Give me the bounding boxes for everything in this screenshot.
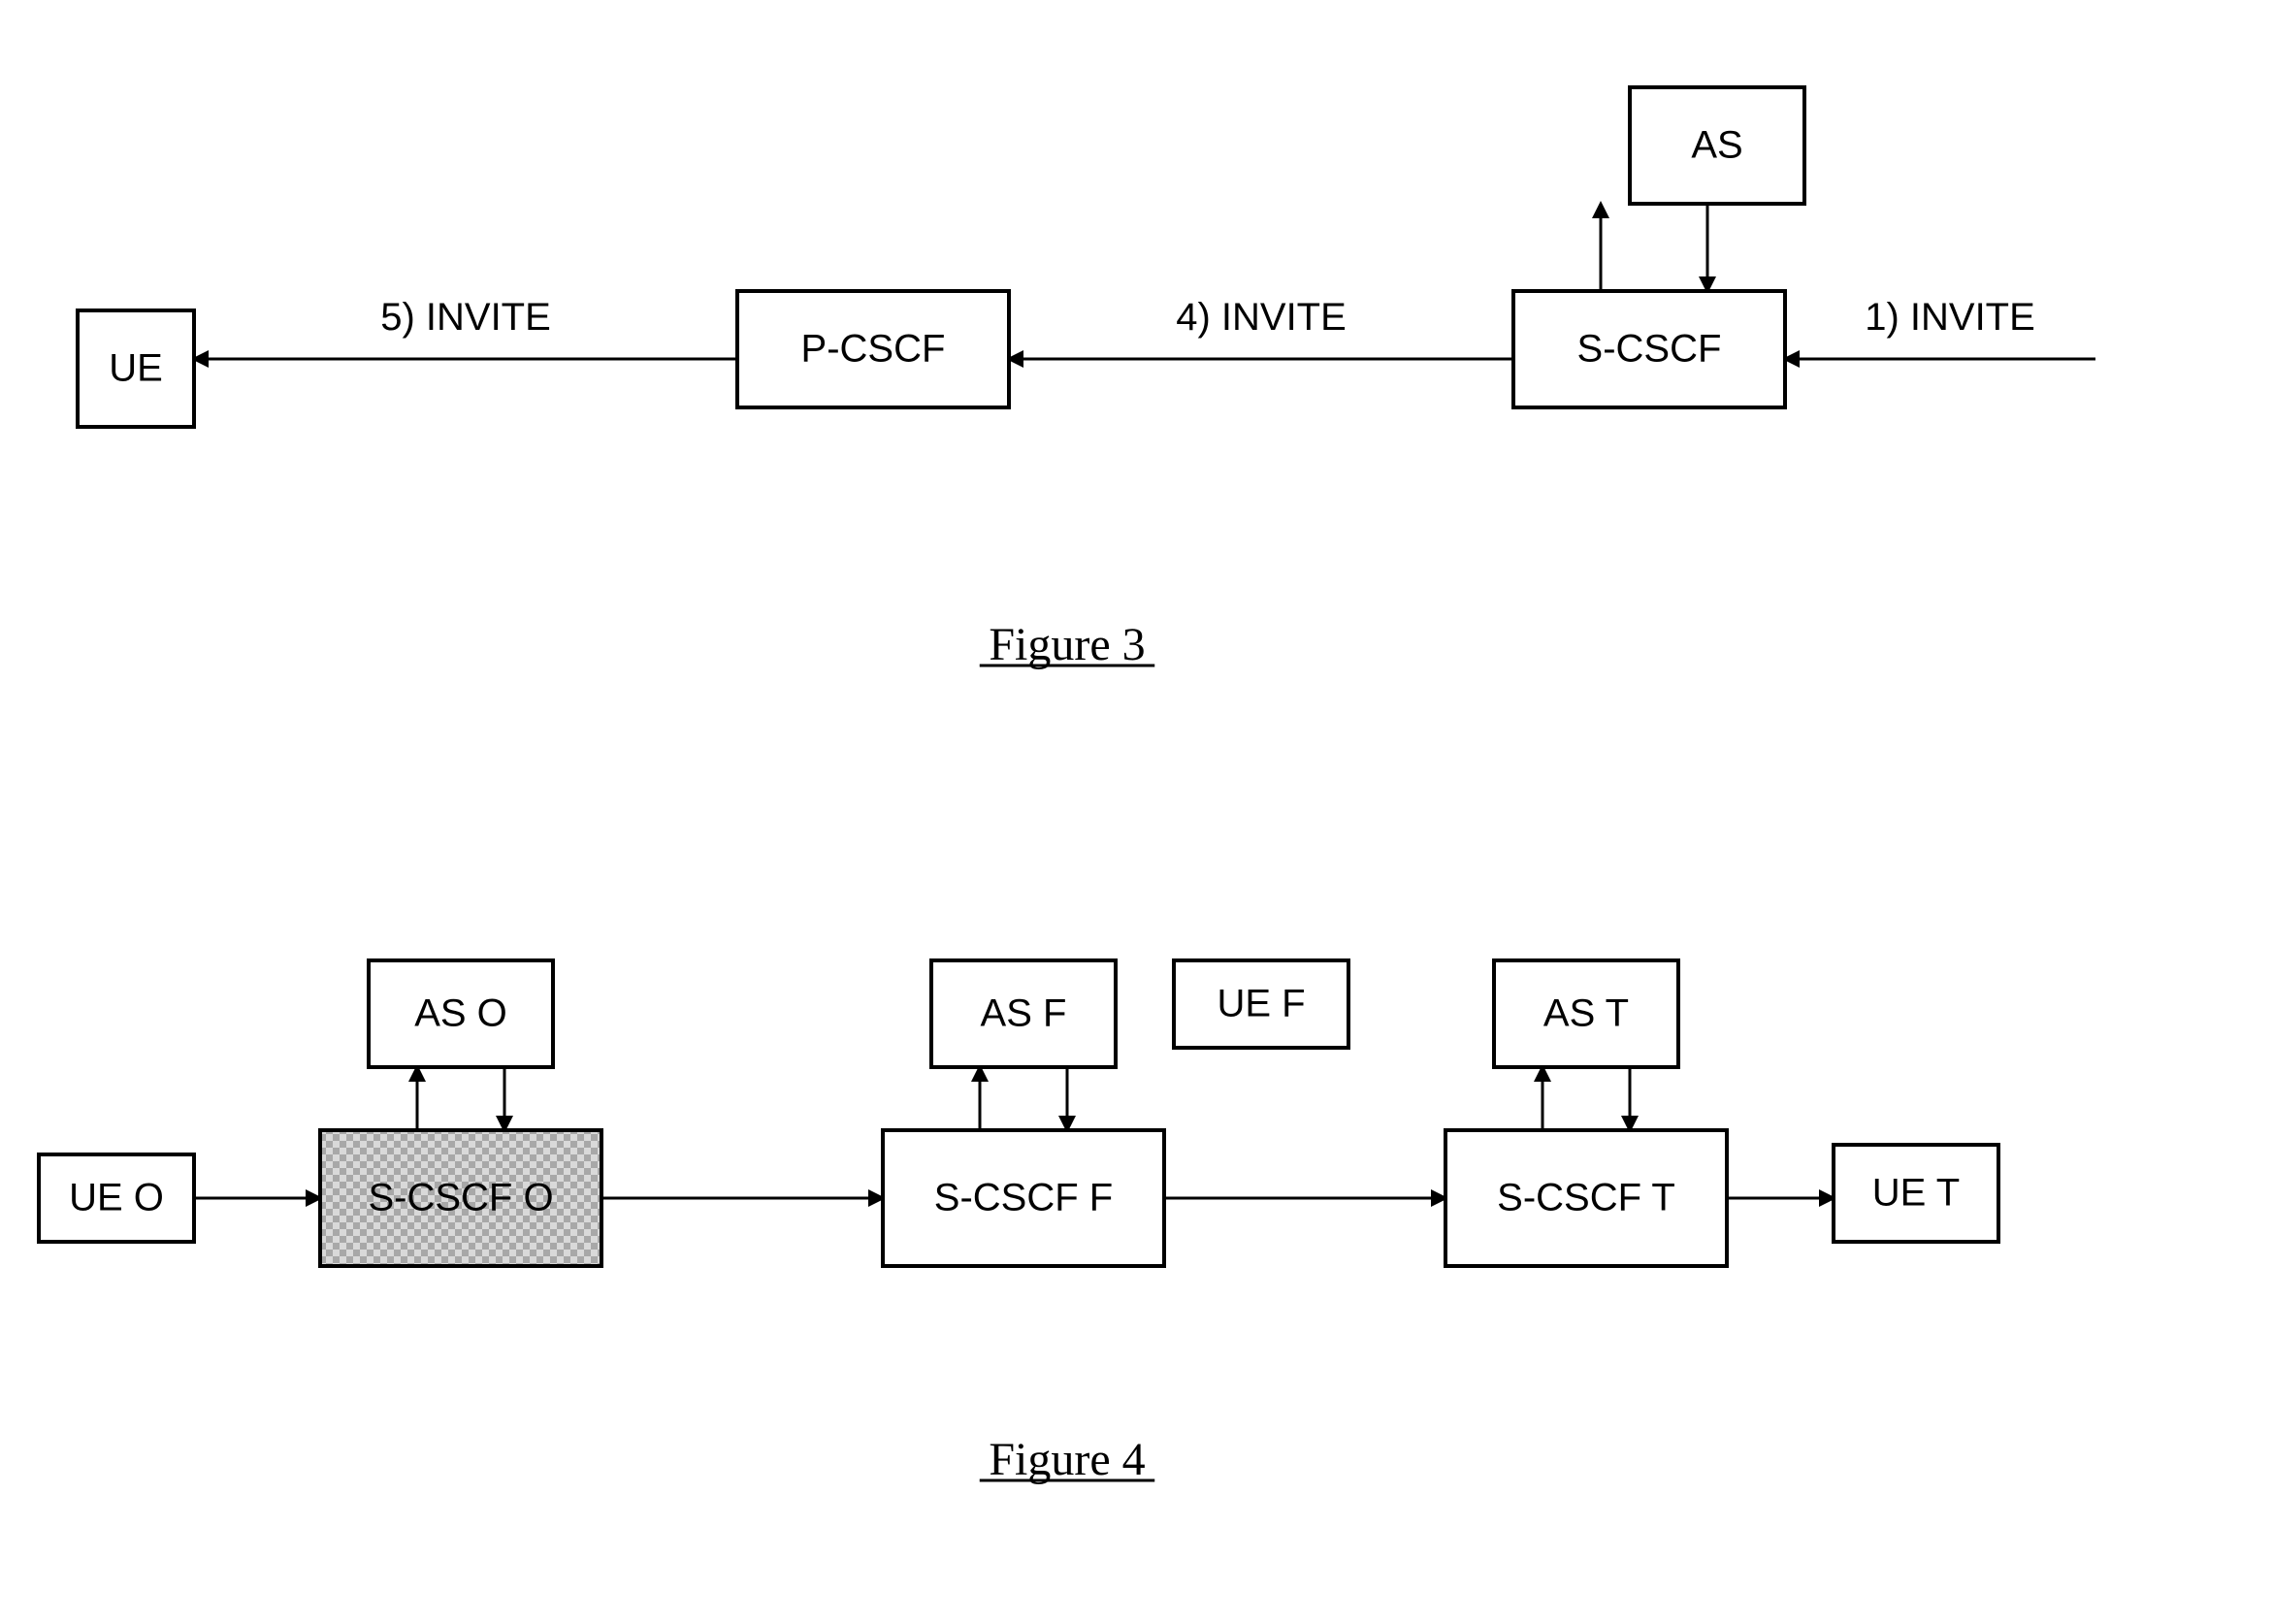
- f3-as: AS: [1630, 87, 1804, 204]
- f3-scscf: S-CSCF: [1513, 291, 1785, 407]
- figure-4: UE O AS O S-CSCF O AS F UE F S-CSCF F AS T S-CS…: [39, 960, 1998, 1485]
- f4-scscft-label: S-CSCF T: [1497, 1177, 1675, 1219]
- figure-4-caption: Figure 4: [980, 1434, 1154, 1485]
- f4-uef: UE F: [1174, 960, 1348, 1048]
- f3-e5-label: 5) INVITE: [380, 296, 551, 339]
- f4-ueo: UE O: [39, 1154, 194, 1242]
- f4-uef-label: UE F: [1217, 983, 1305, 1025]
- diagram-canvas: 1) INVITE 4) INVITE 5) INVITE UE P-CSCF S-CSC…: [0, 0, 2273, 1624]
- f4-scscff: S-CSCF F: [883, 1130, 1164, 1266]
- f3-e4: 4) INVITE: [1009, 296, 1513, 359]
- f3-pcscf: P-CSCF: [737, 291, 1009, 407]
- f3-e1: 1) INVITE: [1785, 296, 2095, 359]
- f3-scscf-label: S-CSCF: [1577, 328, 1722, 371]
- f4-ueo-label: UE O: [69, 1177, 164, 1219]
- f4-scscft: S-CSCF T: [1445, 1130, 1727, 1266]
- f4-scscfo: S-CSCF O: [320, 1130, 601, 1266]
- f3-ue-label: UE: [109, 347, 163, 390]
- svg-text:Figure 4: Figure 4: [989, 1434, 1145, 1485]
- f3-e1-label: 1) INVITE: [1865, 296, 2035, 339]
- f4-aso-label: AS O: [414, 992, 507, 1035]
- f3-pcscf-label: P-CSCF: [801, 328, 946, 371]
- f4-asf: AS F: [931, 960, 1116, 1067]
- f3-as-label: AS: [1691, 124, 1742, 167]
- f3-ue: UE: [78, 310, 194, 427]
- figure-3: 1) INVITE 4) INVITE 5) INVITE UE P-CSCF S-CSC…: [78, 87, 2095, 670]
- f4-uet-label: UE T: [1872, 1172, 1960, 1215]
- figure-3-caption: Figure 3: [980, 619, 1154, 670]
- f4-ast: AS T: [1494, 960, 1678, 1067]
- f3-e5: 5) INVITE: [194, 296, 737, 359]
- f4-ast-label: AS T: [1543, 992, 1629, 1035]
- f4-scscfo-label: S-CSCF O: [368, 1177, 553, 1219]
- f4-uet: UE T: [1834, 1145, 1998, 1242]
- f4-aso: AS O: [369, 960, 553, 1067]
- f4-scscff-label: S-CSCF F: [934, 1177, 1113, 1219]
- svg-text:Figure 3: Figure 3: [989, 619, 1145, 670]
- f4-asf-label: AS F: [981, 992, 1067, 1035]
- f3-e4-label: 4) INVITE: [1176, 296, 1347, 339]
